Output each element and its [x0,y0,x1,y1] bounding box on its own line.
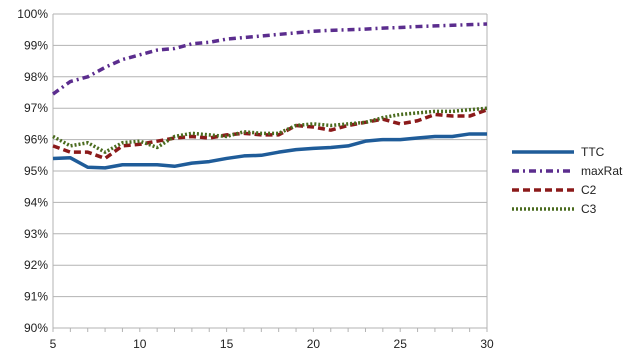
x-tick-label: 10 [133,337,147,351]
x-tick-label: 15 [220,337,234,351]
legend-label-c3: C3 [581,202,597,216]
y-tick-label: 100% [17,7,48,21]
y-tick-label: 90% [24,321,48,335]
legend-label-maxrat: maxRat [581,164,623,178]
y-tick-label: 98% [24,70,48,84]
x-tick-label: 20 [307,337,321,351]
y-tick-label: 97% [24,101,48,115]
axes [52,14,488,332]
y-tick-label: 96% [24,133,48,147]
series-line-c3 [52,106,488,154]
y-tick-label: 94% [24,195,48,209]
y-axis-tick-labels: 90% 91% 92% 93% 94% 95% 96% 97% 98% 99% 100% [17,7,48,335]
x-tick-label: 25 [394,337,408,351]
legend-label-c2: C2 [581,183,597,197]
y-tick-label: 91% [24,290,48,304]
gridlines [53,13,487,329]
series-line-maxrat [51,22,488,96]
legend: TTC maxRat C2 C3 [512,145,623,216]
x-axis-tick-labels: 5 10 15 20 25 30 [50,337,494,351]
x-tick-label: 30 [480,337,494,351]
series-lines [51,22,488,170]
y-tick-label: 95% [24,164,48,178]
legend-label-ttc: TTC [581,145,605,159]
y-tick-label: 92% [24,258,48,272]
y-tick-label: 93% [24,227,48,241]
series-line-ttc [52,132,487,170]
y-tick-label: 99% [24,38,48,52]
x-tick-label: 5 [50,337,57,351]
